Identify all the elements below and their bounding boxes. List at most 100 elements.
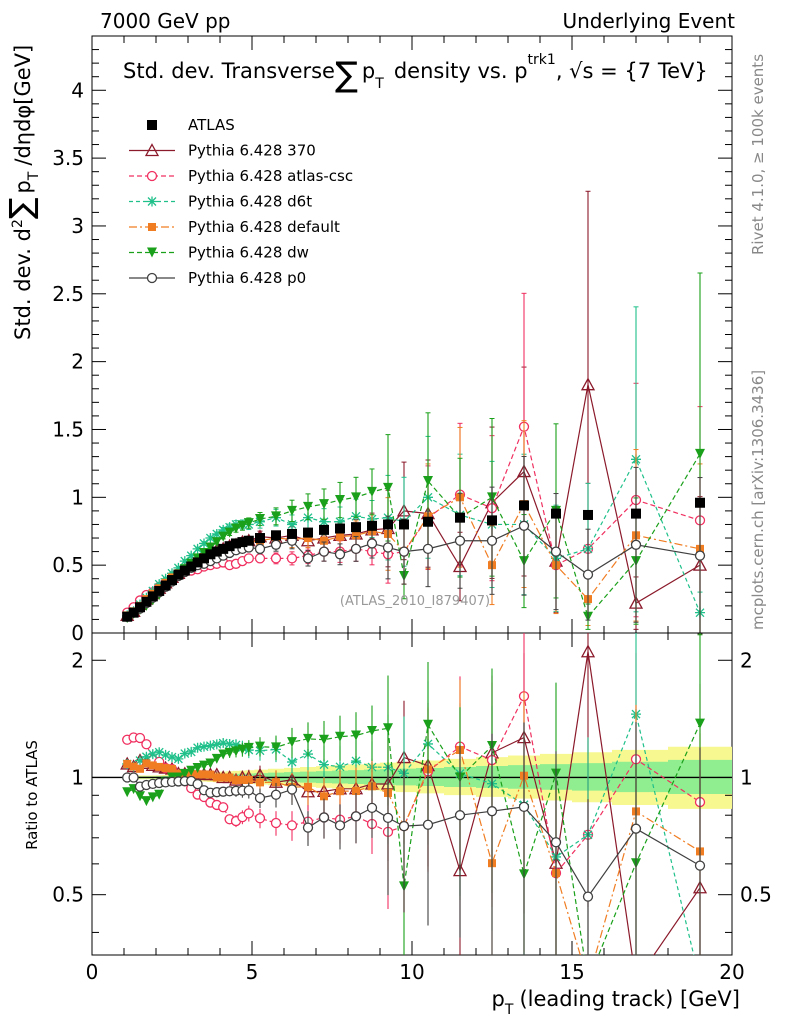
ratio-point xyxy=(205,758,216,769)
ratio-point xyxy=(270,817,282,829)
ratio-point xyxy=(580,644,596,658)
data-point xyxy=(366,538,378,549)
data-point xyxy=(318,546,330,557)
data-point xyxy=(186,561,197,572)
legend-item-pythia-6-428-d6t: Pythia 6.428 d6t xyxy=(129,193,312,211)
ratio-point xyxy=(192,778,203,790)
data-point xyxy=(486,535,498,546)
ratio-point xyxy=(147,749,158,760)
data-point xyxy=(319,516,329,527)
ratio-point xyxy=(147,792,158,803)
data-point xyxy=(243,553,254,564)
data-point xyxy=(351,522,361,533)
data-point xyxy=(122,611,133,622)
ratio-point xyxy=(286,820,298,831)
main-y-label: Std. dev. d2∑pT/dηdφ[GeV] xyxy=(2,45,42,340)
ratio-point xyxy=(199,741,209,752)
ratio-point xyxy=(518,801,530,813)
data-point xyxy=(255,514,265,525)
ratio-point xyxy=(179,768,190,779)
data-point xyxy=(173,569,184,580)
data-point xyxy=(179,565,190,576)
ratio-point xyxy=(173,753,184,764)
data-point xyxy=(695,497,705,508)
data-point xyxy=(320,536,328,545)
data-point xyxy=(271,530,281,541)
data-point xyxy=(335,523,345,534)
series-pythia-6-428-d6t xyxy=(122,306,705,634)
ratio-point xyxy=(255,741,265,752)
data-point xyxy=(218,531,229,542)
legend-swatch-marker xyxy=(144,143,160,157)
data-point xyxy=(518,520,530,531)
series-pythia-6-428-dw xyxy=(122,272,705,636)
ratio-point xyxy=(218,802,229,813)
x-tick-label: 0 xyxy=(86,960,99,984)
data-point xyxy=(141,596,152,607)
ratio-point xyxy=(141,739,152,750)
data-point xyxy=(287,528,297,539)
ratio-point xyxy=(199,760,209,771)
side-label-rivet: Rivet 4.1.0, ≥ 100k events xyxy=(749,54,767,255)
data-point xyxy=(270,553,282,564)
ratio-point xyxy=(382,812,394,824)
ratio-point xyxy=(148,761,157,770)
legend-label: Pythia 6.428 p0 xyxy=(188,269,306,287)
ratio-y-tick-label-right: 0.5 xyxy=(740,883,772,907)
data-point xyxy=(167,575,177,586)
ratio-point xyxy=(335,731,345,742)
ratio-point xyxy=(193,770,202,779)
ratio-point xyxy=(155,762,164,771)
data-point xyxy=(254,543,266,555)
data-point xyxy=(454,535,466,546)
data-point xyxy=(192,543,203,554)
data-point xyxy=(173,562,184,573)
ratio-point xyxy=(168,765,176,774)
ratio-point xyxy=(398,820,410,832)
ratio-y-label: Ratio to ATLAS xyxy=(23,740,41,850)
data-point xyxy=(255,533,265,544)
data-point xyxy=(519,500,529,511)
ratio-point xyxy=(303,733,313,744)
main-y-tick-label: 2 xyxy=(71,350,84,374)
data-point xyxy=(367,520,377,531)
ratio-point xyxy=(319,734,329,745)
ratio-point xyxy=(254,813,266,824)
data-point xyxy=(218,543,229,554)
ratio-point xyxy=(238,776,247,785)
data-point xyxy=(254,553,266,564)
ratio-point xyxy=(192,742,203,753)
ratio-point xyxy=(351,730,361,741)
data-point xyxy=(271,511,281,522)
x-tick-label: 5 xyxy=(246,960,259,984)
main-y-tick-label: 2.5 xyxy=(52,282,84,306)
ratio-point xyxy=(224,747,235,758)
ratio-point xyxy=(206,770,215,779)
ratio-point xyxy=(161,764,170,773)
data-point xyxy=(218,524,229,535)
main-y-tick-label: 1.5 xyxy=(52,417,84,441)
ratio-point xyxy=(287,737,297,748)
main-y-tick-label: 1 xyxy=(71,485,84,509)
data-point xyxy=(319,524,329,535)
ratio-point xyxy=(366,802,378,814)
main-y-tick-label: 4 xyxy=(71,78,84,102)
data-point xyxy=(287,505,297,516)
data-point xyxy=(303,527,313,538)
ratio-point xyxy=(186,765,197,776)
data-point xyxy=(383,519,393,530)
ratio-point xyxy=(243,808,254,819)
main-series-layer xyxy=(120,190,708,636)
data-point xyxy=(334,549,346,560)
ratio-point xyxy=(135,755,145,766)
x-tick-label: 15 xyxy=(559,960,584,984)
ratio-point xyxy=(272,778,280,787)
main-y-tick-label: 0.5 xyxy=(52,553,84,577)
data-point xyxy=(237,537,248,548)
ratio-point xyxy=(254,792,266,804)
data-point xyxy=(455,512,465,523)
ratio-point xyxy=(128,772,139,783)
series-line xyxy=(126,457,701,616)
ratio-point xyxy=(123,759,132,768)
data-point xyxy=(580,377,596,391)
